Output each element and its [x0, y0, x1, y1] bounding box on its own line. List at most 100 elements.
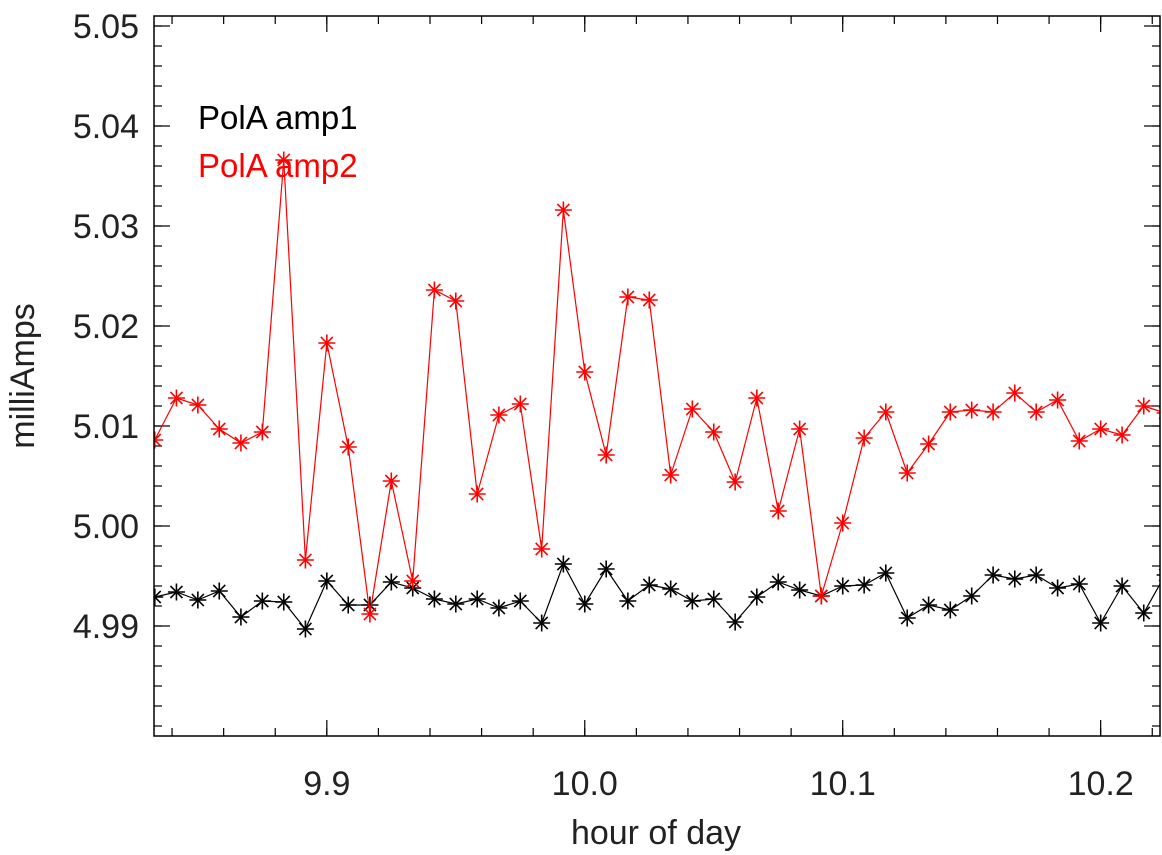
marker-stroke: [965, 589, 979, 603]
data-point: [361, 605, 379, 623]
data-point: [210, 582, 228, 600]
data-point: [210, 420, 228, 438]
data-point: [791, 420, 809, 438]
data-point: [275, 151, 293, 169]
data-point: [1027, 403, 1045, 421]
marker-stroke: [513, 594, 527, 608]
marker-stroke: [900, 611, 914, 625]
data-point: [640, 576, 658, 594]
marker-stroke: [642, 578, 656, 592]
data-point: [1006, 384, 1024, 402]
marker-stroke: [1094, 616, 1108, 630]
data-point: [318, 572, 336, 590]
data-point: [511, 395, 529, 413]
marker-stroke: [750, 590, 764, 604]
data-point: [468, 485, 486, 503]
marker-stroke: [943, 405, 957, 419]
data-point: [963, 401, 981, 419]
marker-stroke: [1137, 606, 1151, 620]
marker-stroke: [298, 553, 312, 567]
marker-stroke: [492, 601, 506, 615]
data-point: [941, 403, 959, 421]
data-point: [189, 591, 207, 609]
data-point: [1049, 579, 1067, 597]
data-point: [726, 613, 744, 631]
marker-stroke: [621, 594, 635, 608]
marker-stroke: [277, 595, 291, 609]
marker-stroke: [900, 466, 914, 480]
data-point: [232, 434, 250, 452]
marker-stroke: [513, 397, 527, 411]
marker-stroke: [449, 294, 463, 308]
data-point: [984, 566, 1002, 584]
marker-stroke: [922, 437, 936, 451]
data-point: [834, 514, 852, 532]
data-point: [920, 596, 938, 614]
series-line: [154, 159, 1160, 615]
data-point: [296, 551, 314, 569]
y-tick-label: 5.01: [73, 408, 139, 446]
marker-stroke: [986, 568, 1000, 582]
marker-stroke: [406, 574, 420, 588]
marker-stroke: [922, 598, 936, 612]
marker-stroke: [578, 365, 592, 379]
marker-stroke: [685, 402, 699, 416]
marker-stroke: [836, 516, 850, 530]
data-point: [1113, 426, 1131, 444]
data-point: [963, 587, 981, 605]
data-point: [490, 599, 508, 617]
x-tick-label: 10.1: [810, 765, 876, 803]
data-point: [339, 596, 357, 614]
marker-stroke: [1137, 399, 1151, 413]
marker-stroke: [857, 431, 871, 445]
data-point: [597, 560, 615, 578]
series-line: [154, 562, 1160, 631]
data-point: [877, 403, 895, 421]
marker-stroke: [384, 575, 398, 589]
x-tick-label: 10.2: [1068, 765, 1134, 803]
y-tick-label: 5.05: [73, 8, 139, 46]
data-point: [1049, 391, 1067, 409]
data-point: [339, 438, 357, 456]
marker-stroke: [1072, 434, 1086, 448]
ticks-layer: 9.9 10.0 10.1 10.2 4.99 5.00 5.01 5.02 5.03 5.04 5…: [73, 8, 1160, 803]
marker-stroke: [212, 584, 226, 598]
marker-stroke: [793, 422, 807, 436]
data-point: [984, 403, 1002, 421]
legend-entry: PolA amp1: [198, 99, 358, 136]
data-point: [447, 595, 465, 613]
marker-stroke: [212, 422, 226, 436]
marker-stroke: [771, 575, 785, 589]
marker-stroke: [621, 290, 635, 304]
marker-stroke: [857, 578, 871, 592]
data-point: [619, 288, 637, 306]
data-point: [189, 396, 207, 414]
data-point: [705, 423, 723, 441]
marker-stroke: [986, 405, 1000, 419]
data-point: [898, 609, 916, 627]
marker-stroke: [1051, 393, 1065, 407]
marker-stroke: [685, 594, 699, 608]
data-point: [1113, 577, 1131, 595]
data-point: [318, 334, 336, 352]
data-point: [275, 593, 293, 611]
marker-stroke: [599, 562, 613, 576]
marker-stroke: [154, 590, 162, 599]
data-point: [511, 592, 529, 610]
marker-stroke: [320, 574, 334, 588]
marker-stroke: [1029, 405, 1043, 419]
data-point: [554, 555, 572, 573]
marker-stroke: [470, 487, 484, 501]
data-point: [533, 540, 551, 558]
series-1: [154, 555, 1160, 638]
data-point: [154, 431, 164, 449]
x-axis-title: hour of day: [571, 814, 741, 852]
marker-stroke: [836, 579, 850, 593]
series-layer: [154, 151, 1160, 638]
data-point: [662, 580, 680, 598]
marker-stroke: [427, 592, 441, 606]
data-point: [683, 592, 701, 610]
marker-stroke: [169, 585, 184, 599]
y-tick-label: 5.00: [73, 508, 139, 546]
marker-stroke: [599, 448, 613, 462]
